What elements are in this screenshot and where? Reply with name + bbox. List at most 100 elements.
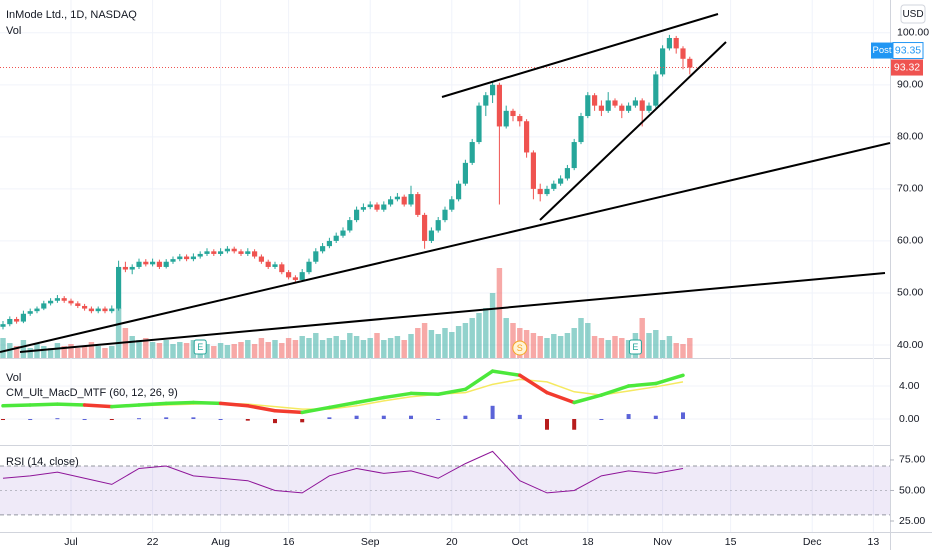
candle-body [224, 248, 230, 252]
y-tick-label: 70.00 [897, 183, 923, 195]
y-tick-label: 50.00 [897, 287, 923, 299]
x-tick-label: 18 [582, 536, 594, 548]
macd-histogram-bar [599, 419, 604, 421]
macd-histogram-bar [681, 412, 685, 420]
post-price-box [892, 42, 924, 60]
x-tick-label: 15 [725, 536, 737, 548]
macd-histogram-bar [463, 415, 468, 420]
macd-line-segment [327, 400, 359, 410]
volume-label: Vol [6, 25, 21, 37]
macd-histogram-bar [626, 414, 631, 420]
volume-bar [47, 348, 54, 358]
volume-bar [367, 338, 373, 358]
trend-line [539, 41, 727, 221]
macd-histogram-bar [436, 419, 441, 421]
currency-box[interactable] [900, 4, 926, 24]
candle-body [660, 48, 666, 75]
event-marker: E [628, 339, 642, 355]
candle-body [184, 256, 190, 260]
candle-body [320, 246, 326, 252]
volume-bar [231, 344, 237, 358]
candle-body [646, 105, 652, 111]
candle-body [0, 324, 6, 327]
macd-line-segment [191, 400, 223, 406]
volume-bar [687, 338, 693, 358]
candle-body [619, 105, 625, 111]
macd-line-segment [354, 395, 386, 405]
candle-body [394, 196, 400, 200]
y-tick-label: 90.00 [897, 79, 923, 91]
volume-bar [0, 338, 6, 358]
macd-line-segment [1, 403, 32, 408]
volume-bar [551, 334, 557, 358]
volume-bar [469, 318, 475, 358]
volume-bar [156, 343, 163, 358]
volume-bar [401, 340, 407, 358]
candle-body [150, 261, 156, 265]
chart-title: InMode Ltd., 1D, NASDAQ [6, 9, 137, 21]
volume-bar [75, 348, 81, 358]
volume-bar [387, 338, 394, 358]
volume-bar [183, 343, 190, 358]
volume-bar [102, 348, 108, 358]
candle-body [231, 248, 237, 252]
candle-body [265, 261, 271, 267]
candle-body [367, 204, 373, 208]
candle-body [218, 251, 224, 254]
candle-body [211, 251, 217, 254]
candle-body [360, 207, 366, 210]
candle-body [163, 261, 169, 267]
x-tick-label: Aug [211, 536, 230, 548]
candle-body [177, 256, 183, 260]
candle-body [88, 308, 94, 312]
candle-body [673, 37, 679, 49]
macd-histogram-bar [354, 415, 359, 420]
candle-body [48, 300, 54, 304]
macd-tick-label: 4.00 [899, 380, 920, 392]
candle-body [68, 300, 74, 304]
candle-body [517, 116, 523, 122]
x-tick-label: 16 [283, 536, 295, 548]
candle-body [75, 303, 81, 306]
candle-body [61, 298, 67, 301]
macd-line-segment [164, 400, 196, 406]
candle-body [483, 95, 489, 106]
macd-histogram-bar [55, 418, 60, 420]
candle-body [245, 251, 251, 254]
macd-line-segment [654, 373, 685, 386]
trend-lines [0, 13, 891, 353]
candle-body [313, 251, 319, 262]
candle-body [544, 188, 550, 195]
volume-bar [347, 333, 353, 358]
volume-bar [340, 340, 346, 358]
candle-body [612, 100, 618, 106]
candle-body [292, 277, 298, 280]
candle-body [197, 253, 203, 257]
candle-body [680, 48, 686, 59]
candle-body [279, 264, 285, 273]
volume-bar [279, 343, 285, 358]
candle-body [82, 305, 88, 309]
volume-bar [81, 346, 88, 358]
macd-line-segment [545, 390, 576, 405]
candle-body [7, 318, 13, 325]
volume-bar [673, 343, 679, 358]
volume-bar [625, 340, 632, 358]
macd-histogram-bar [191, 417, 196, 420]
candle-body [578, 116, 584, 143]
macd-histogram-bar [82, 419, 87, 421]
volume-bar [68, 344, 74, 358]
volume-bar [571, 328, 577, 358]
macd-line-segment [409, 391, 440, 396]
volume-bar [306, 338, 312, 358]
candle-body [116, 266, 122, 309]
candle-body [258, 256, 264, 262]
macd-line-segment [518, 373, 549, 395]
volume-bar [129, 336, 135, 358]
candle-body [449, 199, 455, 210]
candle-body [14, 318, 20, 322]
candle-body [422, 214, 428, 241]
candle-body [632, 100, 638, 106]
volume-bar [163, 340, 169, 358]
